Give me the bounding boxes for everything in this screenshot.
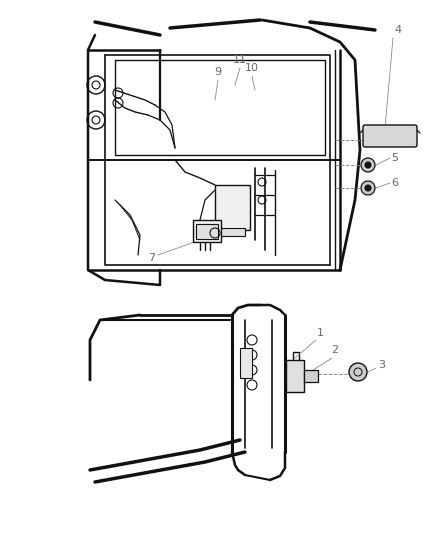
Text: 7: 7 — [148, 253, 155, 263]
Bar — [193, 220, 221, 242]
Bar — [220, 228, 245, 236]
Text: 10: 10 — [245, 63, 259, 73]
Bar — [215, 185, 250, 230]
Text: 5: 5 — [392, 153, 399, 163]
Text: 2: 2 — [332, 345, 339, 355]
Bar — [240, 348, 252, 378]
Text: 9: 9 — [215, 67, 222, 77]
Text: 4: 4 — [395, 25, 402, 35]
Circle shape — [365, 185, 371, 191]
Circle shape — [365, 162, 371, 168]
Text: 11: 11 — [233, 55, 247, 65]
Bar — [286, 360, 304, 392]
Circle shape — [361, 181, 375, 195]
Text: 6: 6 — [392, 178, 399, 188]
Text: 1: 1 — [317, 328, 324, 338]
Bar — [304, 370, 318, 382]
Bar — [196, 224, 218, 239]
FancyBboxPatch shape — [363, 125, 417, 147]
Circle shape — [361, 158, 375, 172]
Circle shape — [349, 363, 367, 381]
Text: 3: 3 — [378, 360, 385, 370]
